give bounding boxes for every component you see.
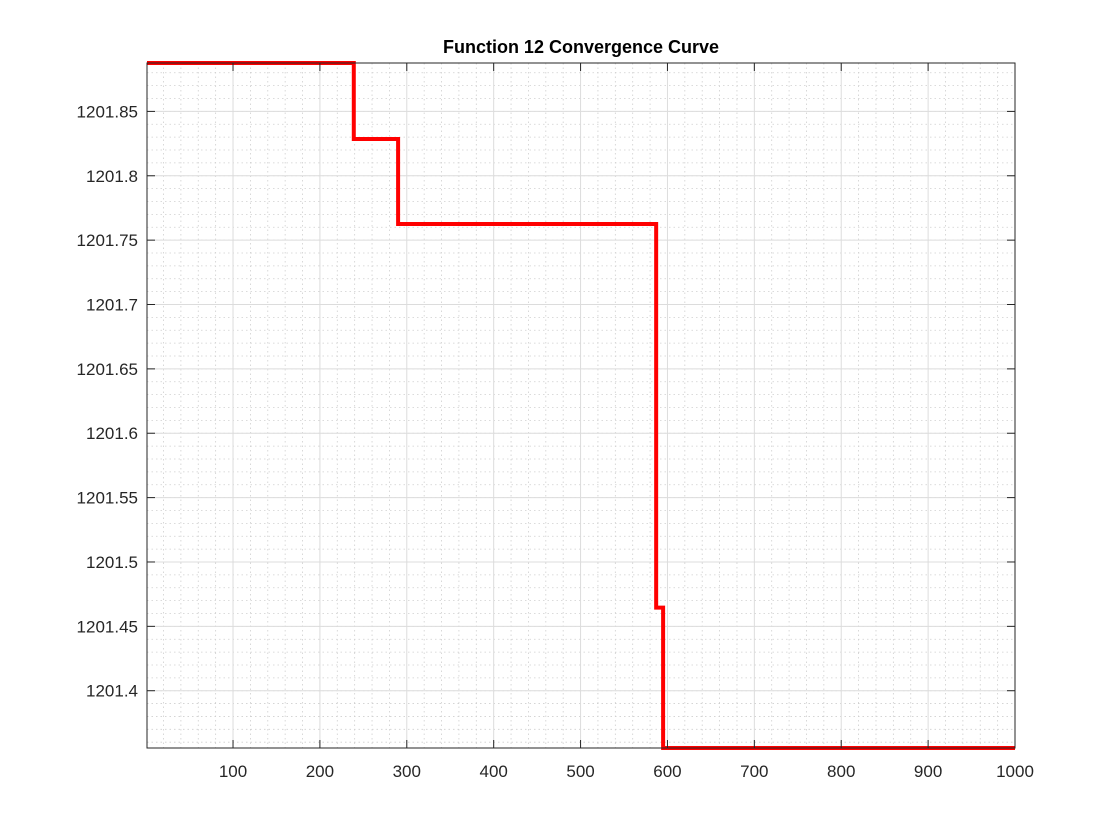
x-tick-label: 200 (306, 762, 334, 781)
x-tick-label: 600 (653, 762, 681, 781)
y-tick-label: 1201.5 (86, 553, 138, 572)
y-tick-label: 1201.75 (77, 231, 138, 250)
y-tick-label: 1201.45 (77, 617, 138, 636)
chart-title: Function 12 Convergence Curve (443, 37, 719, 57)
y-tick-label: 1201.85 (77, 102, 138, 121)
y-tick-label: 1201.7 (86, 296, 138, 315)
axis-ticks (147, 63, 1016, 748)
x-tick-label: 500 (566, 762, 594, 781)
y-tick-label: 1201.65 (77, 360, 138, 379)
series-layer (147, 61, 1015, 750)
y-tick-label: 1201.55 (77, 489, 138, 508)
x-tick-label: 800 (827, 762, 855, 781)
x-tick-label: 1000 (996, 762, 1034, 781)
x-tick-label: 700 (740, 762, 768, 781)
x-tick-label: 400 (479, 762, 507, 781)
x-tick-label: 300 (393, 762, 421, 781)
y-tick-labels: 1201.4 1201.45 1201.5 1201.55 1201.6 1201.65 1… (77, 102, 138, 700)
x-tick-label: 100 (219, 762, 247, 781)
x-tick-labels: 100 200 300 400 500 600 700 800 900 1000 (219, 762, 1034, 781)
y-tick-label: 1201.6 (86, 424, 138, 443)
convergence-line (147, 61, 1015, 750)
x-tick-label: 900 (914, 762, 942, 781)
y-tick-label: 1201.4 (86, 682, 138, 701)
y-tick-label: 1201.8 (86, 167, 138, 186)
